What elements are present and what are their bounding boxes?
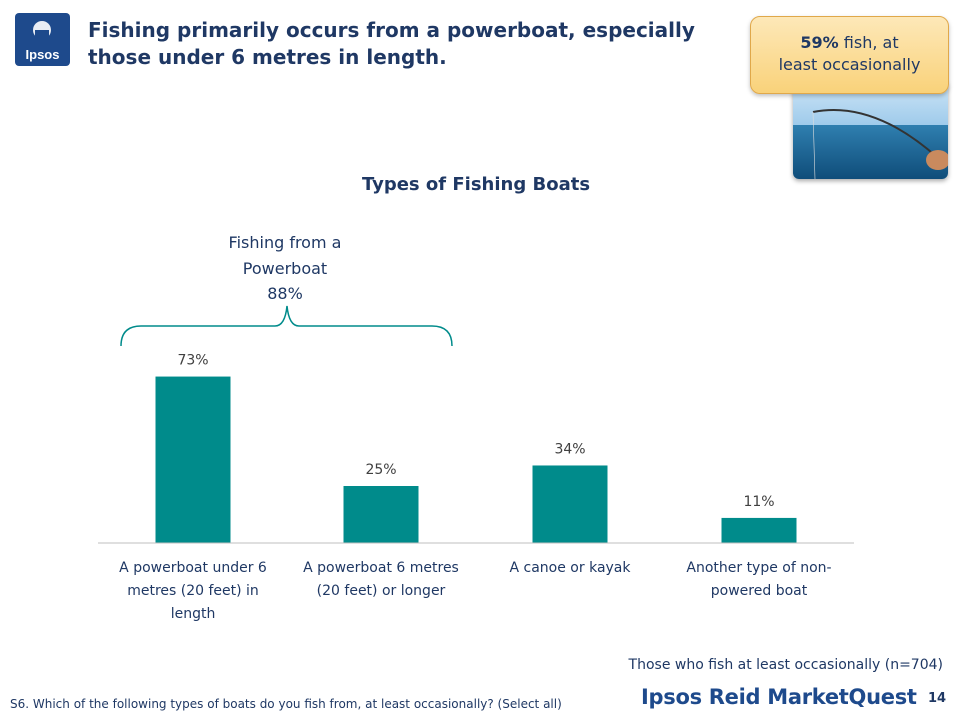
data-label-3: 34% bbox=[554, 441, 585, 457]
data-label-2: 25% bbox=[365, 462, 396, 478]
bar-2 bbox=[343, 486, 419, 543]
data-label-1: 73% bbox=[177, 353, 208, 369]
callout-line-1: 59% fish, at bbox=[751, 32, 948, 54]
logo-mark-icon bbox=[33, 21, 51, 39]
category-label-4-line-1: Another type of non- bbox=[686, 560, 831, 576]
powerboat-bracket bbox=[120, 305, 453, 347]
page-number: 14 bbox=[928, 691, 947, 706]
bracket-label-line-1: Fishing from a bbox=[229, 233, 342, 252]
page-title: Fishing primarily occurs from a powerboa… bbox=[88, 18, 695, 69]
category-label-4-line-2: powered boat bbox=[711, 583, 808, 599]
bar-3 bbox=[532, 465, 608, 543]
category-labels-group: A powerboat under 6 metres (20 feet) in le… bbox=[119, 560, 831, 622]
data-label-4: 11% bbox=[743, 494, 774, 510]
bracket-label-line-3: 88% bbox=[267, 284, 303, 303]
bars-group bbox=[155, 376, 797, 543]
category-label-2-line-1: A powerboat 6 metres bbox=[303, 560, 459, 576]
category-label-1-line-2: metres (20 feet) in bbox=[127, 583, 259, 599]
bar-4 bbox=[721, 517, 797, 543]
category-label-1-line-1: A powerboat under 6 bbox=[119, 560, 267, 576]
data-labels-group: 73% 25% 34% 11% bbox=[177, 353, 774, 510]
question-footnote: S6. Which of the following types of boat… bbox=[10, 697, 562, 711]
category-label-2-line-2: (20 feet) or longer bbox=[317, 583, 446, 599]
bracket-annotation: Fishing from a Powerboat 88% bbox=[120, 233, 453, 347]
callout-percent: 59% bbox=[800, 33, 839, 52]
base-note: Those who fish at least occasionally (n=… bbox=[628, 657, 943, 673]
category-label-1-line-3: length bbox=[171, 606, 216, 622]
logo-text: Ipsos bbox=[25, 47, 60, 62]
bracket-label-line-2: Powerboat bbox=[243, 259, 327, 278]
callout-line-2: least occasionally bbox=[778, 55, 921, 74]
category-label-3-line-1: A canoe or kayak bbox=[510, 560, 632, 576]
brand-wordmark: Ipsos Reid MarketQuest bbox=[641, 685, 917, 709]
chart-title: Types of Fishing Boats bbox=[362, 174, 590, 195]
bar-1 bbox=[155, 376, 231, 543]
ipsos-logo: Ipsos bbox=[15, 13, 70, 66]
callout-box: 59% fish, at least occasionally bbox=[750, 16, 949, 94]
callout-text-1: fish, at bbox=[838, 33, 899, 52]
